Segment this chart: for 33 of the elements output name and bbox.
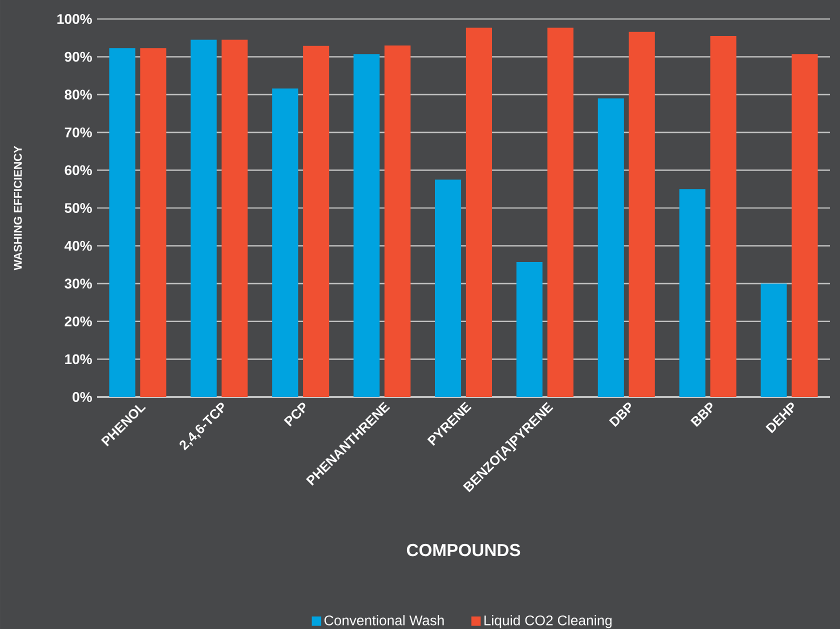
y-tick-label: 10%	[65, 354, 92, 364]
bar	[760, 284, 787, 397]
x-axis-title: COMPOUNDS	[406, 544, 520, 556]
y-tick-label: 80%	[64, 90, 92, 100]
legend-label: Conventional Wash	[324, 615, 444, 626]
y-tick-label: 20%	[64, 316, 92, 326]
legend-label: Liquid CO2 Cleaning	[484, 615, 612, 628]
bar	[679, 189, 706, 397]
y-tick-label: 60%	[64, 165, 92, 176]
bar	[598, 98, 624, 397]
y-tick-label: 40%	[64, 240, 92, 251]
bar	[516, 262, 542, 397]
bar	[222, 40, 248, 397]
bar	[303, 46, 330, 397]
bar	[354, 54, 380, 397]
bar	[109, 48, 136, 397]
y-tick-label: 30%	[64, 278, 92, 289]
y-axis-title: WASHING EFFICIENCY	[14, 146, 22, 270]
bar	[547, 28, 574, 397]
bar	[272, 88, 298, 397]
y-tick-label: 50%	[64, 203, 92, 213]
y-tick-label: 70%	[64, 127, 92, 138]
bar	[190, 40, 217, 397]
bar	[140, 48, 166, 397]
bar	[384, 45, 411, 397]
y-tick-label: 90%	[64, 52, 92, 62]
bar	[792, 54, 818, 397]
bar	[628, 32, 655, 397]
bar	[710, 36, 736, 397]
bar	[434, 180, 462, 397]
bar	[466, 28, 492, 397]
y-tick-label: 100%	[57, 14, 92, 24]
y-tick-label: 0%	[72, 392, 92, 402]
